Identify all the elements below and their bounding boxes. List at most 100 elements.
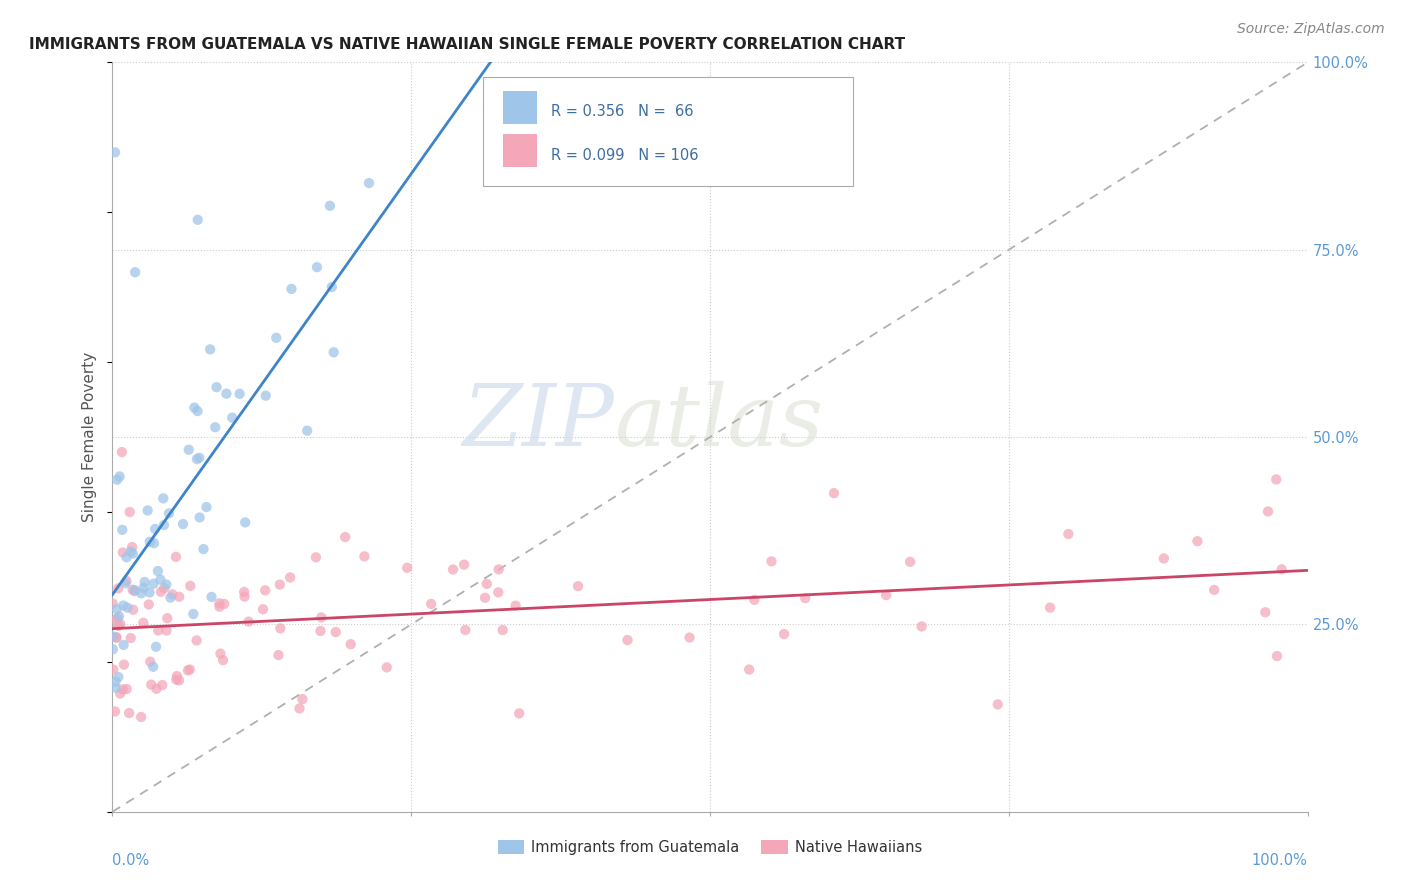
Point	[105, 630, 128, 644]
Point	[441, 562, 464, 576]
Point	[105, 473, 128, 487]
Point	[157, 507, 180, 521]
Point	[162, 587, 184, 601]
Point	[101, 597, 124, 611]
Point	[254, 389, 277, 403]
Point	[132, 615, 155, 630]
Point	[1271, 562, 1294, 576]
Point	[129, 586, 152, 600]
Point	[186, 633, 208, 648]
Point	[111, 445, 134, 459]
Point	[339, 637, 361, 651]
Point	[188, 450, 211, 465]
Point	[508, 706, 530, 721]
Point	[987, 698, 1010, 712]
Point	[288, 701, 311, 715]
Point	[156, 611, 179, 625]
Point	[911, 619, 934, 633]
Point	[678, 631, 700, 645]
Point	[209, 647, 232, 661]
Point	[1265, 648, 1288, 663]
Point	[252, 602, 274, 616]
Point	[112, 638, 135, 652]
Point	[823, 486, 845, 500]
Point	[143, 536, 166, 550]
Point	[124, 584, 146, 599]
Point	[115, 574, 138, 588]
Point	[454, 623, 477, 637]
Point	[115, 681, 138, 696]
Point	[103, 663, 125, 677]
Point	[375, 660, 398, 674]
Point	[105, 612, 128, 626]
Point	[875, 588, 897, 602]
Point	[139, 655, 162, 669]
Point	[179, 663, 201, 677]
Point	[107, 618, 129, 632]
Text: R = 0.356   N =  66: R = 0.356 N = 66	[551, 104, 693, 119]
Point	[165, 673, 187, 687]
Point	[215, 386, 238, 401]
Point	[267, 648, 290, 662]
Point	[177, 663, 200, 677]
Point	[475, 577, 498, 591]
Point	[505, 599, 527, 613]
Point	[129, 710, 152, 724]
Point	[136, 503, 159, 517]
Point	[311, 610, 333, 624]
Point	[124, 265, 146, 279]
Point	[145, 681, 167, 696]
Point	[142, 576, 165, 591]
Point	[111, 545, 134, 559]
Point	[149, 584, 172, 599]
Point	[143, 522, 166, 536]
Point	[153, 518, 176, 533]
Point	[150, 678, 173, 692]
Point	[111, 682, 134, 697]
Point	[266, 331, 288, 345]
Point	[112, 599, 135, 613]
Point	[108, 469, 131, 483]
Point	[212, 597, 235, 611]
Point	[138, 598, 160, 612]
Point	[794, 591, 817, 606]
Text: atlas: atlas	[614, 381, 824, 464]
Point	[333, 530, 356, 544]
Text: ZIP: ZIP	[463, 381, 614, 464]
Point	[321, 280, 343, 294]
Point	[146, 564, 169, 578]
Point	[159, 591, 181, 605]
Point	[319, 199, 342, 213]
Point	[309, 624, 332, 638]
Text: 100.0%: 100.0%	[1251, 853, 1308, 868]
Point	[155, 624, 177, 638]
Point	[420, 597, 443, 611]
Point	[149, 573, 172, 587]
Point	[107, 670, 129, 684]
Point	[179, 579, 201, 593]
Point	[152, 491, 174, 506]
Point	[145, 640, 167, 654]
Point	[305, 260, 328, 275]
Point	[453, 558, 475, 572]
Point	[357, 176, 380, 190]
Point	[761, 554, 783, 568]
Point	[114, 576, 136, 591]
Text: 0.0%: 0.0%	[112, 853, 149, 868]
Point	[107, 582, 129, 596]
Point	[104, 674, 127, 689]
Point	[200, 590, 222, 604]
Point	[1187, 534, 1209, 549]
Point	[221, 410, 243, 425]
Point	[198, 343, 221, 357]
Point	[172, 516, 194, 531]
Point	[138, 585, 160, 599]
Point	[118, 505, 141, 519]
Point	[132, 581, 155, 595]
Point	[122, 603, 145, 617]
Point	[305, 550, 328, 565]
Point	[233, 590, 256, 604]
Point	[486, 585, 509, 599]
Point	[108, 609, 131, 624]
Point	[117, 600, 139, 615]
